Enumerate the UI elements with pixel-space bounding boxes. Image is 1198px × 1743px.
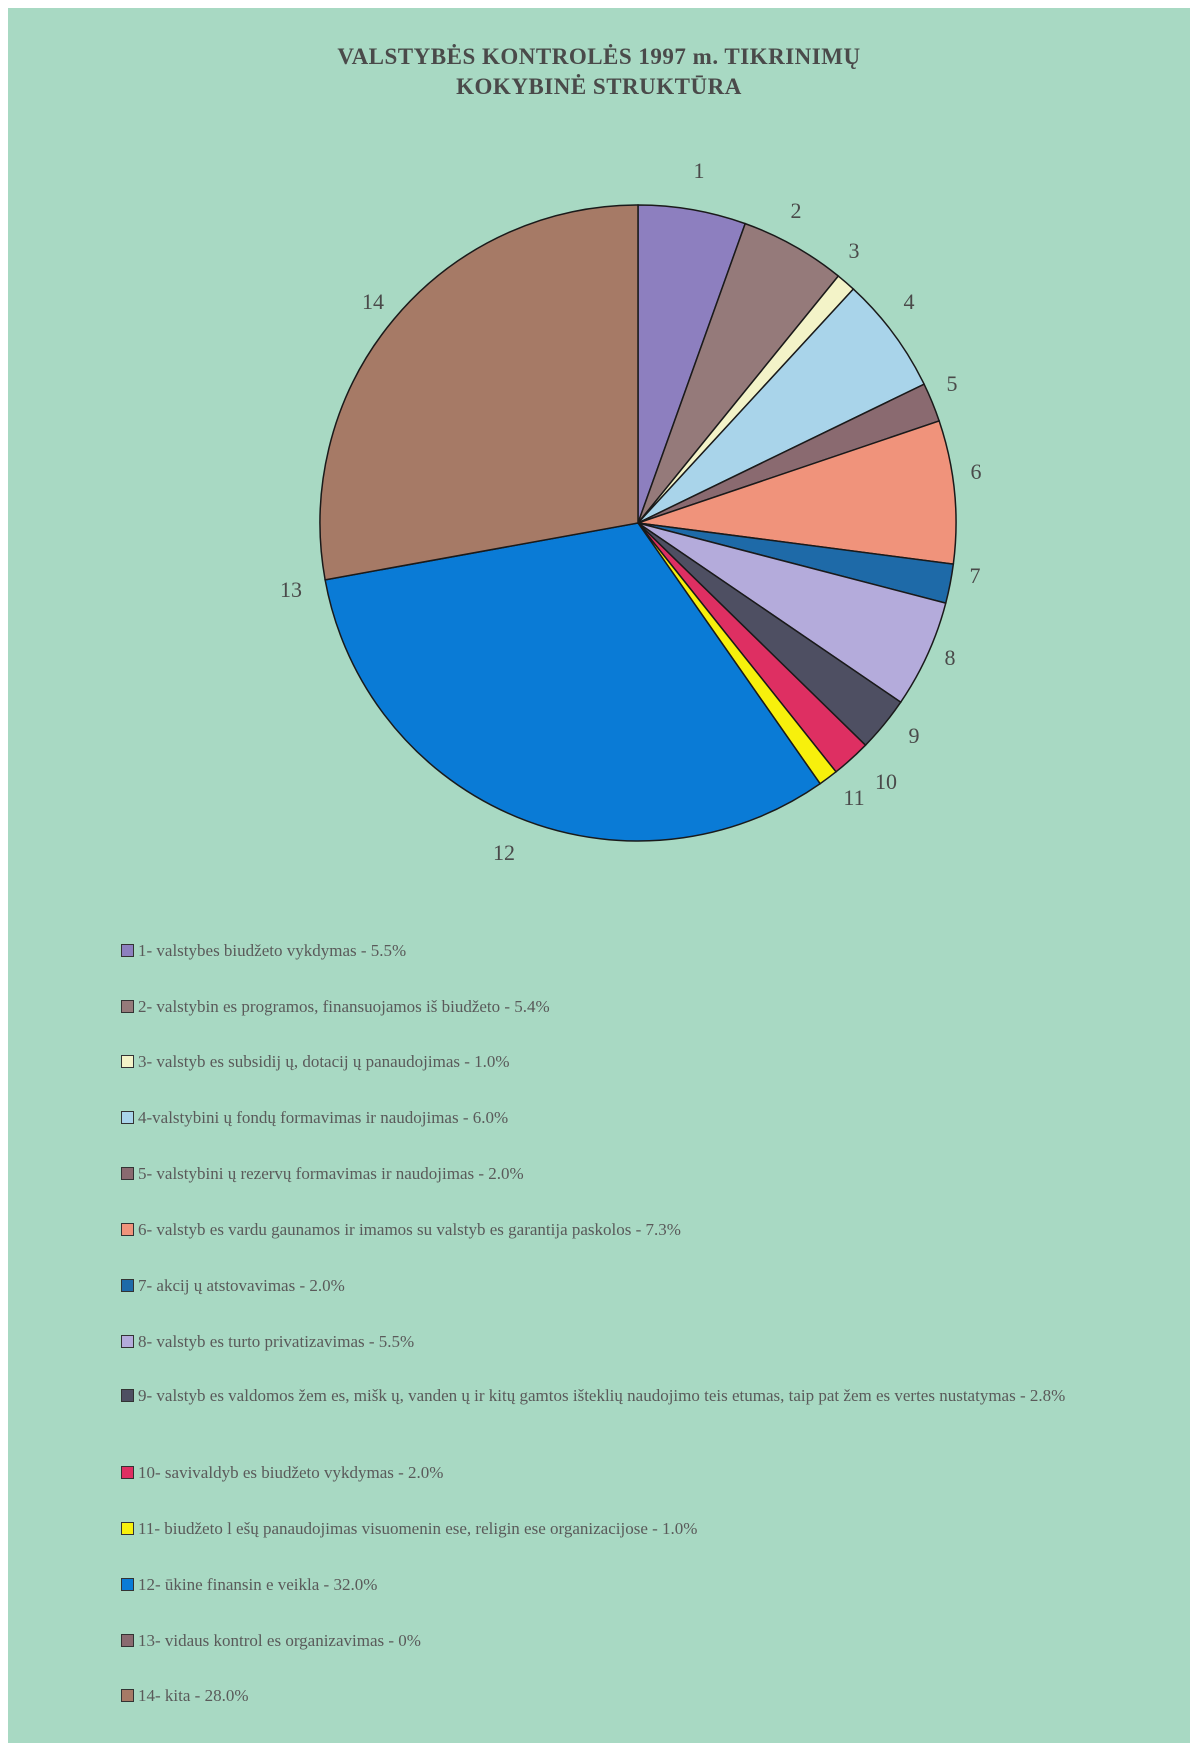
slice-label-5: 5 [947,371,958,396]
slice-label-7: 7 [970,563,981,588]
pie-slice-4 [637,287,926,524]
slice-label-12: 12 [493,840,515,865]
legend-item-5: 5- valstybini ų rezervų formavimas ir na… [121,1163,1121,1184]
legend-text-6: 6- valstyb es vardu gaunamos ir imamos s… [138,1220,681,1239]
legend-text-4: 4-valstybini ų fondų formavimas ir naudo… [138,1108,509,1127]
pie-slice-12 [324,522,822,842]
legend-swatch-7 [121,1279,134,1292]
pie-slice-14 [319,204,639,581]
chart-title: VALSTYBĖS KONTROLĖS 1997 m. TIKRINIMŲ KO… [8,42,1190,102]
legend-swatch-6 [121,1223,134,1236]
legend-text-3: 3- valstyb es subsidij ų, dotacij ų pana… [138,1052,510,1071]
legend-item-1: 1- valstybes biudžeto vykdymas - 5.5% [121,940,1121,961]
slice-label-9: 9 [909,723,920,748]
legend-text-9: 9- valstyb es valdomos žem es, mišk ų, v… [138,1386,1066,1405]
legend-item-9: 9- valstyb es valdomos žem es, mišk ų, v… [121,1385,1121,1406]
slice-label-1: 1 [694,158,705,183]
legend-item-7: 7- akcij ų atstovavimas - 2.0% [121,1275,1121,1296]
legend-swatch-12 [121,1578,134,1591]
legend-text-10: 10- savivaldyb es biudžeto vykdymas - 2.… [138,1463,444,1482]
legend-swatch-2 [121,1000,134,1013]
legend-swatch-8 [121,1335,134,1348]
slice-label-4: 4 [904,289,915,314]
legend-swatch-14 [121,1689,134,1702]
legend-text-1: 1- valstybes biudžeto vykdymas - 5.5% [138,941,407,960]
legend-swatch-5 [121,1167,134,1180]
slice-label-10: 10 [875,769,897,794]
legend-item-11: 11- biudžeto l ešų panaudojimas visuomen… [121,1518,1121,1539]
legend-swatch-3 [121,1055,134,1068]
legend-item-2: 2- valstybin es programos, finansuojamos… [121,996,1121,1017]
legend-item-12: 12- ūkine finansin e veikla - 32.0% [121,1574,1121,1595]
legend-item-4: 4-valstybini ų fondų formavimas ir naudo… [121,1107,1121,1128]
legend-item-3: 3- valstyb es subsidij ų, dotacij ų pana… [121,1051,1121,1072]
legend-text-5: 5- valstybini ų rezervų formavimas ir na… [138,1164,524,1183]
legend-text-8: 8- valstyb es turto privatizavimas - 5.5… [138,1332,415,1351]
legend-item-10: 10- savivaldyb es biudžeto vykdymas - 2.… [121,1462,1121,1483]
slice-label-11: 11 [843,785,864,810]
slice-label-3: 3 [849,238,860,263]
legend-text-12: 12- ūkine finansin e veikla - 32.0% [138,1575,378,1594]
legend-text-2: 2- valstybin es programos, finansuojamos… [138,997,550,1016]
slice-label-13: 13 [280,577,302,602]
legend-text-11: 11- biudžeto l ešų panaudojimas visuomen… [138,1519,698,1538]
chart-title-line-1: VALSTYBĖS KONTROLĖS 1997 m. TIKRINIMŲ [337,44,861,69]
pie-slice-6 [637,420,957,565]
slice-label-6: 6 [971,459,982,484]
chart-title-line-2: KOKYBINĖ STRUKTŪRA [456,74,742,99]
legend-item-6: 6- valstyb es vardu gaunamos ir imamos s… [121,1219,1121,1240]
slice-label-8: 8 [945,645,956,670]
legend-swatch-10 [121,1466,134,1479]
chart-page: VALSTYBĖS KONTROLĖS 1997 m. TIKRINIMŲ KO… [8,8,1190,1743]
legend-text-13: 13- vidaus kontrol es organizavimas - 0% [138,1631,421,1650]
slice-label-14: 14 [362,289,384,314]
legend-text-14: 14- kita - 28.0% [138,1686,249,1705]
legend-swatch-13 [121,1634,134,1647]
legend-swatch-4 [121,1111,134,1124]
legend-swatch-1 [121,944,134,957]
legend-swatch-11 [121,1522,134,1535]
legend-item-8: 8- valstyb es turto privatizavimas - 5.5… [121,1331,1121,1352]
legend-text-7: 7- akcij ų atstovavimas - 2.0% [138,1276,345,1295]
slice-label-2: 2 [791,198,802,223]
legend-item-13: 13- vidaus kontrol es organizavimas - 0% [121,1630,1121,1651]
legend-item-14: 14- kita - 28.0% [121,1685,1121,1706]
legend-swatch-9 [121,1389,134,1402]
